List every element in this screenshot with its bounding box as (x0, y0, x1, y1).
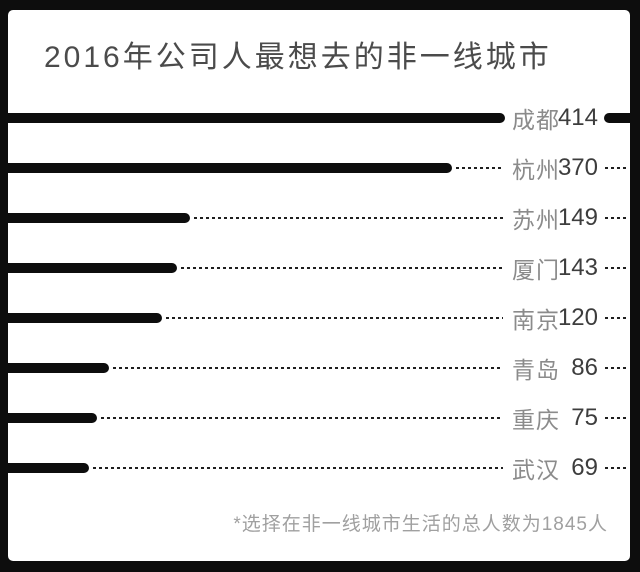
city-label: 苏州 (512, 207, 560, 233)
tail-dash (605, 267, 628, 269)
tail-dash (605, 417, 628, 419)
city-label: 青岛 (512, 357, 560, 383)
value-bar (0, 363, 109, 373)
leader-dash (93, 467, 503, 469)
tail-dash (605, 317, 628, 319)
tail-dash (605, 167, 628, 169)
value-label: 86 (571, 354, 598, 381)
chart-row: 苏州 149 (0, 193, 640, 243)
value-bar (0, 463, 89, 473)
value-bar (0, 313, 162, 323)
chart-row: 武汉 69 (0, 443, 640, 493)
tail-dash (605, 367, 628, 369)
tail-bar (604, 113, 640, 123)
value-label: 143 (557, 254, 598, 281)
value-label: 120 (557, 304, 598, 331)
chart-row: 南京 120 (0, 293, 640, 343)
value-label: 414 (557, 104, 598, 131)
tail-dash (605, 217, 628, 219)
chart-panel (8, 10, 630, 561)
chart-row: 青岛 86 (0, 343, 640, 393)
city-label: 成都 (512, 107, 560, 133)
leader-dash (113, 367, 503, 369)
city-label: 厦门 (512, 257, 560, 283)
value-bar (0, 113, 505, 123)
city-label: 重庆 (512, 407, 560, 433)
leader-dash (194, 217, 503, 219)
value-bar (0, 163, 452, 173)
city-label: 南京 (512, 307, 560, 333)
chart-row: 杭州 370 (0, 143, 640, 193)
footnote: *选择在非一线城市生活的总人数为1845人 (233, 514, 608, 535)
chart-title: 2016年公司人最想去的非一线城市 (44, 41, 552, 74)
chart-row: 成都 414 (0, 93, 640, 143)
chart-row: 重庆 75 (0, 393, 640, 443)
value-bar (0, 263, 177, 273)
chart-row: 厦门 143 (0, 243, 640, 293)
city-label: 杭州 (512, 157, 560, 183)
city-label: 武汉 (512, 457, 560, 483)
leader-dash (456, 167, 503, 169)
value-label: 149 (557, 204, 598, 231)
value-label: 370 (557, 154, 598, 181)
leader-dash (181, 267, 503, 269)
value-label: 75 (571, 404, 598, 431)
leader-dash (101, 417, 503, 419)
tail-dash (605, 467, 628, 469)
leader-dash (166, 317, 503, 319)
value-bar (0, 413, 97, 423)
value-bar (0, 213, 190, 223)
value-label: 69 (571, 454, 598, 481)
